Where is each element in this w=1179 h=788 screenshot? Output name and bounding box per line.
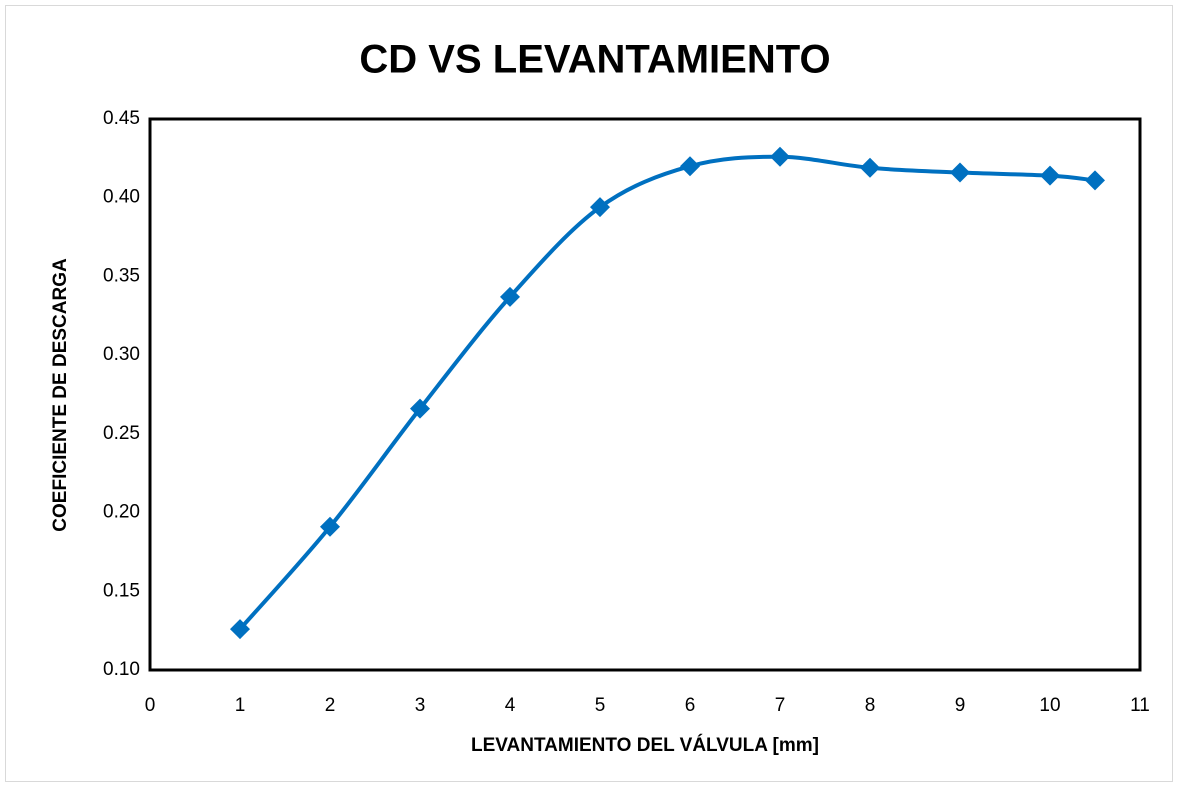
x-tick-label: 0 <box>145 695 156 716</box>
x-tick-label: 4 <box>505 695 516 716</box>
y-tick-label: 0.45 <box>103 108 140 129</box>
x-tick-label: 1 <box>235 695 246 716</box>
x-tick-label: 9 <box>955 695 966 716</box>
data-point <box>950 162 970 183</box>
y-tick-label: 0.30 <box>103 344 140 365</box>
x-axis-title: LEVANTAMIENTO DEL VÁLVULA [mm] <box>471 734 819 756</box>
y-tick-label: 0.40 <box>103 187 140 208</box>
data-point <box>1085 170 1105 191</box>
x-tick-label: 7 <box>775 695 786 716</box>
x-tick-label: 11 <box>1130 695 1150 716</box>
x-tick-label: 5 <box>595 695 606 716</box>
data-point <box>320 516 340 537</box>
x-tick-label: 8 <box>865 695 876 716</box>
y-tick-label: 0.35 <box>103 265 140 286</box>
y-tick-label: 0.25 <box>103 423 140 444</box>
plot-frame <box>148 117 1142 672</box>
y-tick-label: 0.15 <box>103 580 140 601</box>
x-tick-label: 3 <box>415 695 426 716</box>
data-point <box>770 146 790 167</box>
chart-frame <box>5 5 1173 782</box>
data-point <box>1040 165 1060 186</box>
y-tick-label: 0.20 <box>103 502 140 523</box>
data-point <box>230 619 250 640</box>
data-point <box>680 156 700 177</box>
data-point <box>590 197 610 218</box>
y-tick-label: 0.10 <box>103 659 140 680</box>
data-point <box>500 286 520 307</box>
data-point <box>410 398 430 419</box>
data-point <box>860 157 880 178</box>
x-tick-label: 10 <box>1039 695 1060 716</box>
x-tick-label: 6 <box>685 695 696 716</box>
x-tick-label: 2 <box>325 695 336 716</box>
chart-title: CD VS LEVANTAMIENTO <box>359 38 830 82</box>
y-axis-title: COEFICIENTE DE DESCARGA <box>50 258 71 532</box>
